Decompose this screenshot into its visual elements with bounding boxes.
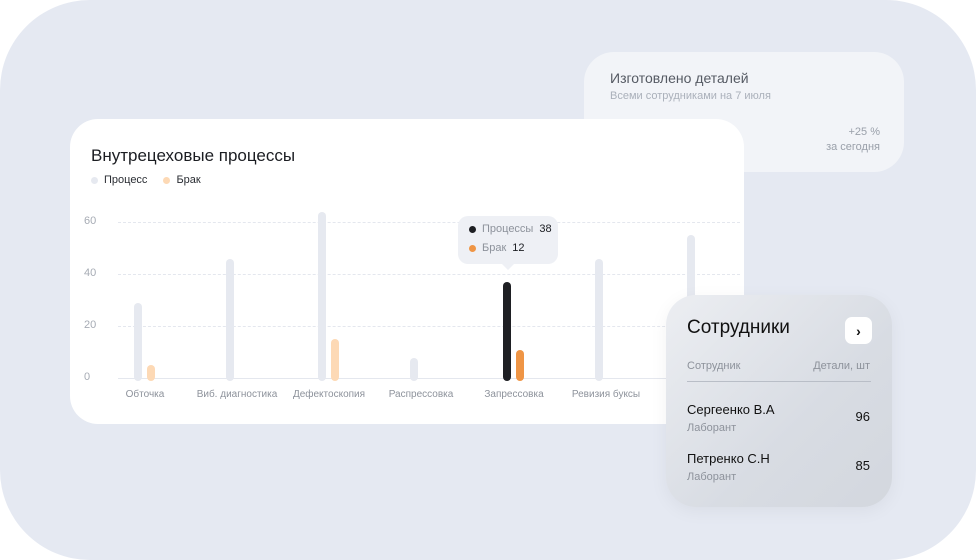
employee-parts: 96 — [855, 409, 870, 424]
x-tick-label: Распрессовка — [388, 389, 454, 400]
legend-item-defect: Брак — [163, 174, 201, 186]
stat-title: Изготовлено деталей — [610, 70, 749, 86]
employee-name: Петренко С.Н — [687, 451, 770, 466]
stat-subtitle: Всеми сотрудниками на 7 июля — [610, 90, 771, 102]
employees-title: Сотрудники — [687, 317, 790, 338]
process-bar[interactable] — [226, 258, 234, 381]
y-tick-label: 40 — [84, 267, 97, 279]
tooltip-label: Процессы — [482, 223, 534, 235]
legend-item-process: Процесс — [91, 174, 147, 186]
tooltip-value: 38 — [539, 223, 552, 235]
column-header-employee: Сотрудник — [687, 360, 741, 372]
process-bar[interactable] — [595, 258, 603, 381]
x-tick-label: Запрессовка — [484, 389, 544, 400]
process-bar[interactable] — [134, 303, 142, 381]
x-tick-label: Виб. диагностика — [196, 389, 278, 400]
employee-row[interactable]: Петренко С.Н Лаборант 85 — [687, 451, 870, 491]
y-tick-label: 0 — [84, 371, 91, 383]
stat-change: +25 % — [848, 126, 881, 138]
employee-name: Сергеенко В.А — [687, 402, 775, 417]
chart-title: Внутрецеховые процессы — [91, 146, 296, 165]
employees-card: Сотрудники › Сотрудник Детали, шт Сергее… — [666, 295, 892, 507]
employee-parts: 85 — [855, 458, 870, 473]
tooltip-process-row: Процессы 38 — [469, 223, 552, 235]
header-divider — [687, 381, 871, 382]
tooltip-value: 12 — [512, 242, 525, 254]
gridline — [118, 274, 740, 275]
defect-bar[interactable] — [147, 365, 155, 381]
x-tick-label: Обточка — [125, 389, 165, 400]
process-bar[interactable] — [318, 212, 326, 381]
stat-period: за сегодня — [826, 141, 880, 153]
process-bar[interactable] — [410, 357, 418, 381]
chart-tooltip: Процессы 38 Брак 12 — [458, 216, 558, 270]
chart-legend: Процесс Брак — [91, 174, 201, 186]
gridline — [118, 378, 740, 379]
x-tick-label: Дефектоскопия — [292, 389, 366, 400]
y-tick-label: 60 — [84, 215, 97, 227]
defect-bar[interactable] — [516, 349, 524, 381]
process-bar[interactable] — [503, 282, 511, 381]
tooltip-label: Брак — [482, 242, 507, 254]
legend-label: Брак — [176, 174, 201, 186]
y-tick-label: 20 — [84, 319, 97, 331]
tooltip-dot — [469, 244, 476, 252]
defect-bar[interactable] — [331, 339, 339, 381]
tooltip-defect-row: Брак 12 — [469, 242, 525, 254]
gridline — [118, 326, 740, 327]
legend-label: Процесс — [104, 174, 148, 186]
employees-open-button[interactable]: › — [845, 317, 872, 344]
gridline — [118, 222, 740, 223]
employee-role: Лаборант — [687, 422, 737, 434]
chevron-right-icon: › — [856, 322, 861, 339]
employee-role: Лаборант — [687, 471, 737, 483]
employee-row[interactable]: Сергеенко В.А Лаборант 96 — [687, 402, 870, 442]
x-tick-label: Ревизия буксы — [571, 389, 641, 400]
tooltip-dot — [469, 225, 476, 233]
processes-chart-card: Внутрецеховые процессы Процесс Брак 0 20 4… — [70, 119, 744, 424]
column-header-parts: Детали, шт — [813, 360, 870, 372]
legend-dot-defect — [163, 176, 171, 184]
legend-dot-process — [91, 176, 98, 184]
